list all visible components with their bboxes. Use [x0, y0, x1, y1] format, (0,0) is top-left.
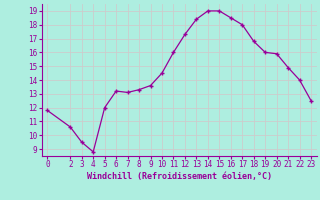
X-axis label: Windchill (Refroidissement éolien,°C): Windchill (Refroidissement éolien,°C)	[87, 172, 272, 181]
